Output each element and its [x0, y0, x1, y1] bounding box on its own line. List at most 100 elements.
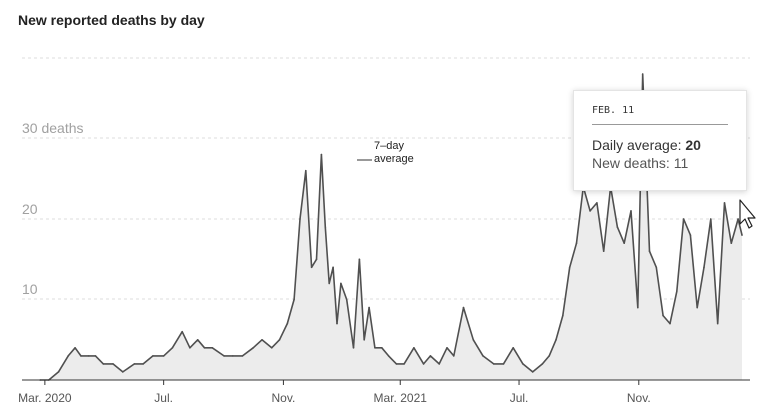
annotation-label-line1: 7–day	[374, 140, 404, 152]
data-point	[641, 73, 644, 75]
y-tick-label-10: 10	[22, 281, 38, 297]
data-point	[723, 202, 726, 204]
data-point	[616, 226, 619, 228]
data-point	[555, 339, 557, 341]
tooltip-average-value: 20	[685, 137, 701, 153]
data-point	[562, 314, 564, 317]
data-point	[676, 290, 678, 293]
data-point	[637, 306, 639, 309]
tooltip-new-deaths-label: New deaths:	[592, 155, 670, 171]
y-tick-label-20: 20	[22, 201, 38, 217]
data-point	[196, 339, 199, 341]
data-point	[102, 363, 105, 365]
chart-title: New reported deaths by day	[18, 12, 205, 28]
data-point	[315, 258, 318, 261]
data-point	[472, 339, 475, 341]
tooltip-average-label: Daily average:	[592, 137, 682, 153]
data-point	[332, 266, 334, 269]
average-annotation: 7–day average	[357, 140, 414, 165]
data-point	[293, 298, 295, 301]
data-point	[261, 339, 263, 341]
data-point	[682, 218, 685, 220]
data-point	[623, 242, 625, 244]
data-point	[57, 371, 60, 373]
data-point	[462, 306, 465, 309]
data-point	[340, 282, 342, 285]
data-point	[596, 202, 598, 204]
data-point	[575, 242, 578, 244]
tooltip-new-deaths: New deaths: 11	[592, 155, 728, 171]
y-tick-label-30: 30 deaths	[22, 120, 84, 136]
data-point	[112, 363, 114, 365]
data-point	[413, 347, 415, 349]
data-point	[630, 210, 632, 212]
data-point	[368, 306, 370, 309]
data-point	[252, 347, 254, 349]
data-point	[662, 314, 664, 317]
data-point	[502, 363, 505, 365]
data-point	[703, 266, 705, 269]
data-point	[737, 218, 739, 220]
data-point	[152, 355, 154, 357]
x-tick-label: Jul.	[154, 391, 173, 405]
data-point	[122, 371, 124, 373]
data-point	[446, 347, 448, 349]
tooltip-average: Daily average: 20	[592, 137, 728, 153]
x-tick-label: Mar. 2020	[18, 391, 72, 405]
tooltip: FEB. 11 Daily average: 20 New deaths: 11	[573, 90, 747, 191]
data-point	[142, 363, 144, 365]
x-tick-label: Nov.	[272, 391, 296, 405]
data-point	[548, 355, 550, 357]
data-point	[203, 347, 206, 349]
data-point	[482, 355, 484, 357]
data-point	[345, 298, 348, 301]
data-point	[181, 330, 183, 333]
data-point	[512, 347, 514, 349]
data-point	[211, 347, 214, 349]
data-point	[453, 355, 455, 357]
data-point	[522, 363, 524, 365]
x-tick-label: Mar. 2021	[374, 391, 428, 405]
data-point	[87, 355, 90, 357]
data-point	[80, 355, 82, 357]
data-point	[241, 355, 244, 357]
data-point	[741, 234, 743, 236]
data-point	[541, 363, 544, 365]
data-point	[286, 322, 289, 325]
data-point	[299, 218, 301, 220]
data-point	[387, 355, 390, 357]
data-point	[689, 234, 692, 236]
x-tick-label: Nov.	[627, 391, 651, 405]
data-point	[305, 169, 307, 172]
data-point	[655, 266, 658, 269]
data-point	[324, 226, 327, 228]
data-point	[730, 242, 733, 244]
data-point	[429, 355, 432, 357]
tooltip-new-deaths-value: 11	[673, 155, 689, 171]
data-point	[171, 347, 174, 349]
data-point	[358, 258, 361, 261]
data-point	[232, 355, 234, 357]
data-point	[438, 363, 441, 365]
data-point	[74, 347, 76, 349]
data-point	[492, 363, 495, 365]
data-point	[648, 250, 651, 252]
data-point	[67, 355, 69, 357]
x-axis: Mar. 2020 Jul. Nov. Mar. 2021 Jul. Nov.	[18, 380, 651, 405]
data-point	[336, 322, 338, 325]
data-point	[374, 347, 376, 349]
area-fill	[40, 74, 742, 380]
data-point	[403, 363, 405, 365]
data-point	[710, 218, 712, 220]
data-point	[602, 250, 605, 252]
data-point	[669, 322, 671, 325]
data-point	[395, 363, 398, 365]
data-point	[352, 347, 355, 349]
data-point	[278, 339, 281, 341]
tooltip-date: FEB. 11	[592, 105, 728, 125]
data-point	[328, 282, 331, 285]
data-point	[310, 266, 313, 269]
data-point	[363, 339, 366, 341]
data-point	[133, 363, 136, 365]
